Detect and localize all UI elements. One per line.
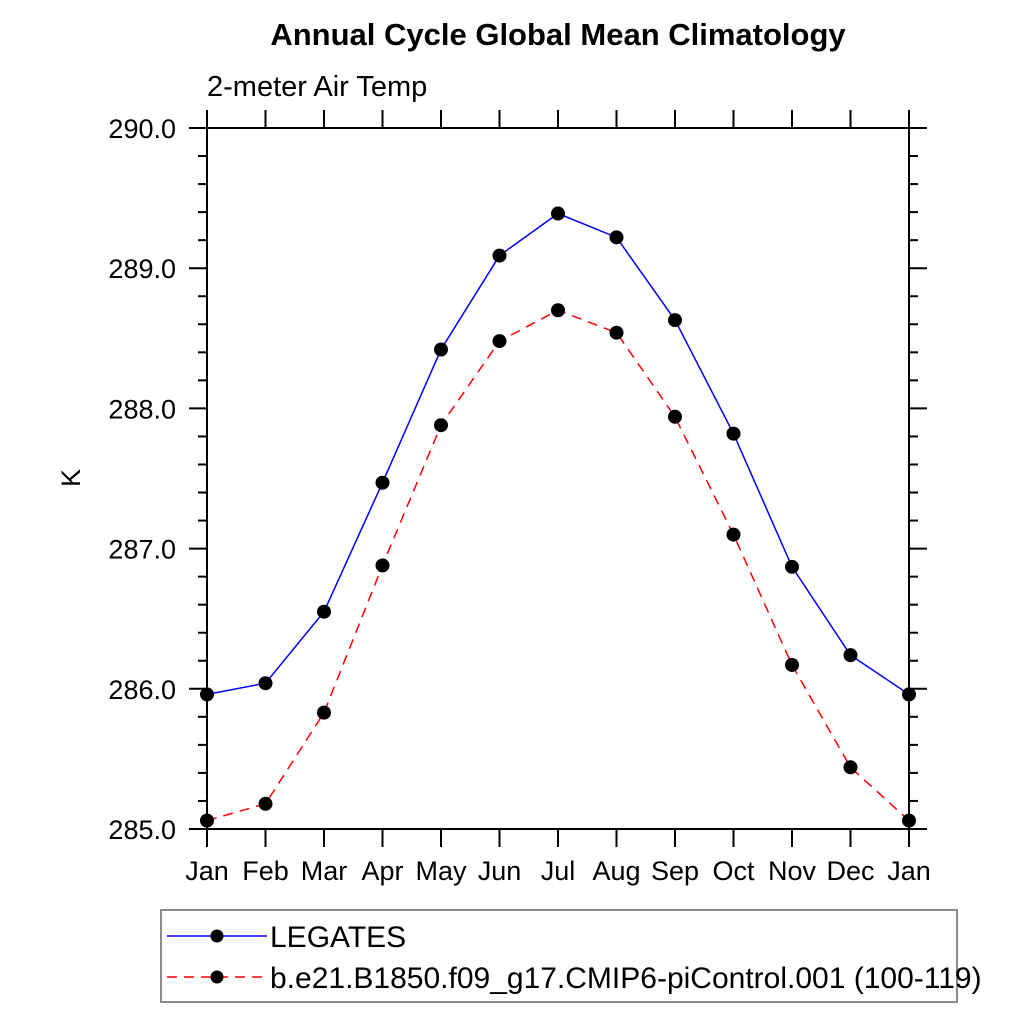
x-tick-label: Aug (592, 856, 640, 886)
legend-label-2: b.e21.B1850.f09_g17.CMIP6-piControl.001 … (270, 962, 982, 995)
data-point-marker (551, 303, 565, 318)
data-point-marker (317, 705, 331, 720)
data-point-marker (200, 687, 214, 702)
data-point-marker (609, 325, 624, 340)
x-tick-label: Nov (768, 856, 817, 886)
x-tick-label: Feb (242, 856, 289, 886)
plot-frame (206, 127, 910, 830)
data-point-marker (434, 342, 448, 357)
x-tick-label: Mar (301, 856, 348, 886)
y-tick-label: 289.0 (108, 254, 176, 284)
y-tick-label: 287.0 (108, 535, 176, 565)
y-tick-label: 286.0 (108, 675, 176, 705)
data-point-marker (375, 475, 390, 490)
data-point-marker (609, 230, 624, 245)
chart-title: Annual Cycle Global Mean Climatology (270, 17, 846, 52)
data-point-marker (375, 558, 390, 573)
data-point-marker (258, 676, 273, 691)
y-tick-label: 290.0 (108, 114, 176, 144)
x-tick-label: Jan (887, 856, 931, 886)
legend-marker-2 (210, 970, 224, 984)
data-point-marker (668, 313, 682, 328)
x-tick-label: Sep (651, 856, 699, 886)
series-line-1 (206, 212, 910, 696)
data-point-marker (492, 334, 507, 349)
x-tick-label: Oct (712, 856, 755, 886)
series-line-2 (206, 309, 910, 822)
data-point-marker (551, 206, 565, 221)
data-point-marker (668, 409, 682, 424)
x-tick-label: Jul (541, 856, 576, 886)
legend-box (160, 909, 958, 1003)
data-point-marker (200, 813, 214, 828)
data-point-marker (258, 796, 273, 811)
data-point-marker (785, 657, 799, 672)
plot-area: 285.0 286.0 287.0 288.0 289.0 290.0 Jan Feb Mar A… (108, 110, 931, 886)
y-tick-label: 288.0 (108, 394, 176, 424)
data-point-marker (902, 813, 916, 828)
y-axis-label: K (56, 469, 86, 487)
x-tick-label: Jan (185, 856, 229, 886)
data-point-marker (492, 248, 507, 263)
data-point-marker (843, 760, 858, 775)
data-point-marker (843, 648, 858, 663)
data-point-marker (434, 418, 448, 433)
y-tick-label: 285.0 (108, 815, 176, 845)
data-point-marker (726, 527, 741, 542)
x-tick-label: Jun (478, 856, 522, 886)
chart-subtitle: 2-meter Air Temp (207, 71, 427, 103)
legend: LEGATES b.e21.B1850.f09_g17.CMIP6-piContr… (160, 909, 982, 1003)
x-tick-label: May (415, 856, 467, 886)
data-point-marker (902, 687, 916, 702)
x-tick-label: Apr (361, 856, 403, 886)
x-tick-label: Dec (826, 856, 874, 886)
data-point-marker (317, 604, 331, 619)
legend-label-1: LEGATES (270, 921, 406, 954)
data-point-marker (785, 559, 799, 574)
legend-marker-1 (210, 929, 224, 943)
data-point-marker (726, 426, 741, 441)
